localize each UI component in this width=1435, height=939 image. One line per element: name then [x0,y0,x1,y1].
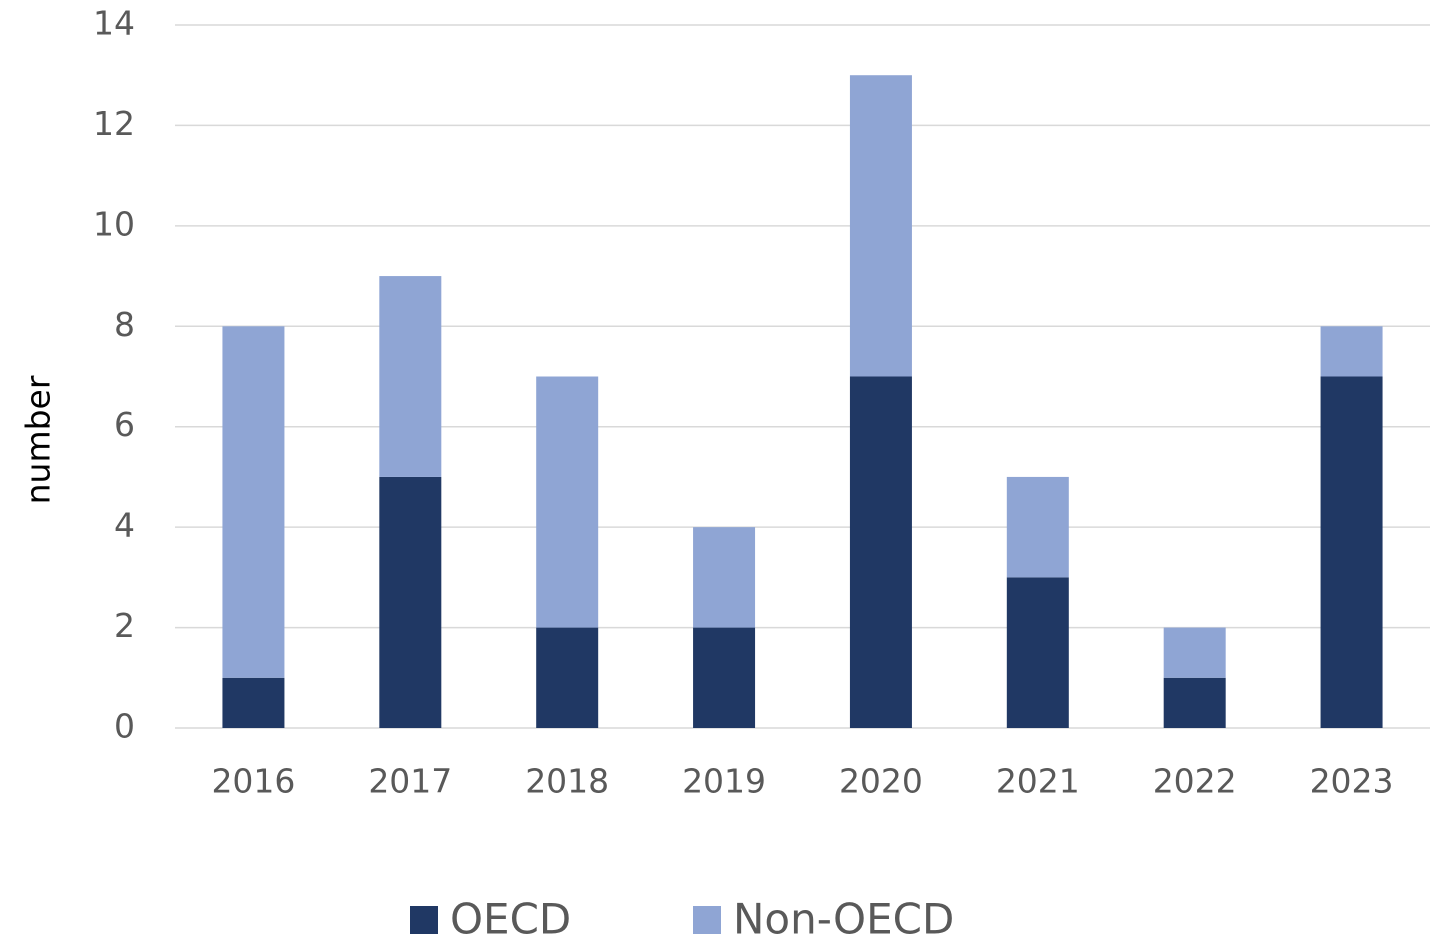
y-tick-label: 12 [93,104,135,143]
bar-segment [849,75,912,377]
bar-segment [849,376,912,728]
bar-segment [1163,677,1226,728]
legend-swatch [693,906,721,934]
x-tick-label: 2021 [996,762,1080,801]
y-tick-label: 8 [114,305,135,344]
bar-segment [222,677,285,728]
legend-swatch [410,906,438,934]
bar-segment [536,627,599,728]
bar-segment [693,527,756,628]
bar-segment [379,276,442,477]
x-tick-label: 2023 [1310,762,1394,801]
x-tick-label: 2016 [211,762,295,801]
bar-segment [1320,326,1383,377]
bar-segment [1163,627,1226,678]
bar-segment [1006,476,1069,578]
x-tick-label: 2022 [1153,762,1237,801]
bar-segment [536,376,599,628]
y-tick-label: 2 [114,606,135,645]
bar-segment [1006,577,1069,728]
x-tick-label: 2018 [525,762,609,801]
legend-label: Non-OECD [733,895,954,939]
x-tick-label: 2017 [368,762,452,801]
y-tick-label: 4 [114,506,135,545]
y-axis-title: number [19,375,58,504]
y-tick-label: 14 [93,4,135,43]
y-tick-label: 10 [93,204,135,243]
bar-segment [1320,376,1383,728]
y-tick-label: 6 [114,405,135,444]
x-tick-label: 2019 [682,762,766,801]
y-tick-label: 0 [114,707,135,746]
bar-segment [693,627,756,728]
bar-segment [222,326,285,678]
x-tick-label: 2020 [839,762,923,801]
legend-label: OECD [450,895,571,939]
bar-segment [379,476,442,728]
